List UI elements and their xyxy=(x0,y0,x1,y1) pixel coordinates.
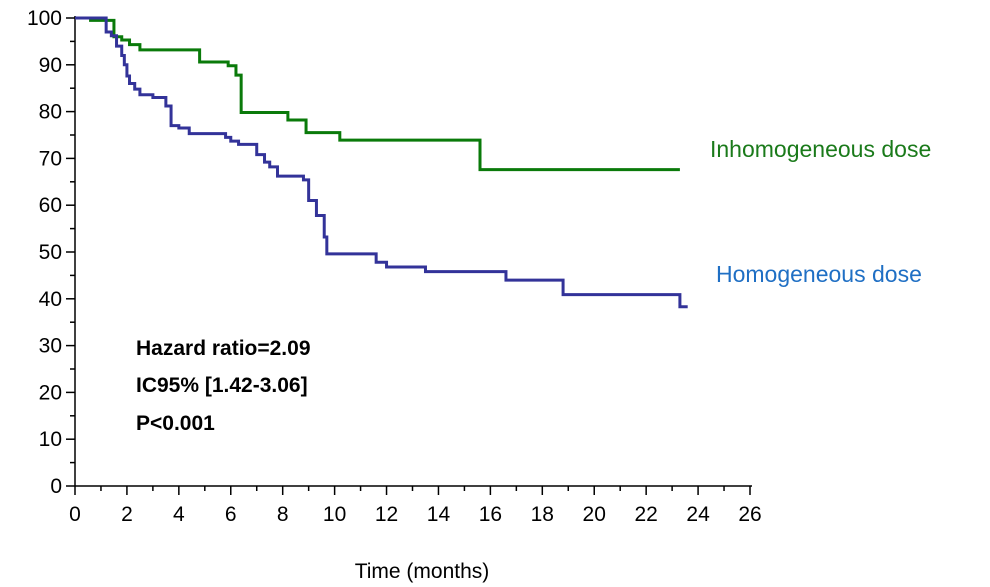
confidence-interval-annotation: IC95% [1.42-3.06] xyxy=(136,374,308,397)
axes xyxy=(74,16,752,487)
x-axis-title: Time (months) xyxy=(355,560,490,583)
x-tick-label: 0 xyxy=(69,503,81,526)
x-tick-label: 14 xyxy=(427,503,451,526)
x-tick-label: 2 xyxy=(121,503,133,526)
y-tick-label: 80 xyxy=(39,101,62,124)
x-tick-label: 22 xyxy=(634,503,657,526)
homogeneous-dose-curve xyxy=(75,16,688,309)
y-tick-label: 60 xyxy=(39,194,62,217)
y-tick-label: 0 xyxy=(50,475,62,498)
y-ticks: 0 10 20 30 40 50 60 70 80 90 100 xyxy=(27,7,75,498)
y-tick-label: 70 xyxy=(39,147,62,170)
survival-curves xyxy=(75,16,688,309)
y-tick-label: 50 xyxy=(39,241,62,264)
y-tick-label: 20 xyxy=(39,381,62,404)
x-tick-label: 26 xyxy=(738,503,761,526)
x-tick-label: 6 xyxy=(225,503,237,526)
y-tick-label: 90 xyxy=(39,54,62,77)
p-value-annotation: P<0.001 xyxy=(136,412,215,435)
x-tick-label: 20 xyxy=(583,503,606,526)
y-tick-label: 40 xyxy=(39,288,62,311)
x-tick-label: 24 xyxy=(686,503,710,526)
series-label-inhomogeneous: Inhomogeneous dose xyxy=(710,136,931,162)
x-tick-label: 8 xyxy=(277,503,289,526)
x-tick-label: 12 xyxy=(375,503,398,526)
x-ticks: 0 2 4 6 8 10 12 14 16 18 20 22 24 26 xyxy=(69,486,762,526)
x-tick-label: 16 xyxy=(479,503,502,526)
y-tick-label: 100 xyxy=(27,7,62,30)
series-label-homogeneous: Homogeneous dose xyxy=(716,261,922,287)
y-tick-label: 10 xyxy=(39,428,62,451)
inhomogeneous-dose-curve xyxy=(75,16,680,172)
x-tick-label: 4 xyxy=(173,503,185,526)
x-tick-label: 10 xyxy=(323,503,346,526)
y-tick-label: 30 xyxy=(39,335,62,358)
hazard-ratio-annotation: Hazard ratio=2.09 xyxy=(136,337,311,360)
x-tick-label: 18 xyxy=(531,503,554,526)
